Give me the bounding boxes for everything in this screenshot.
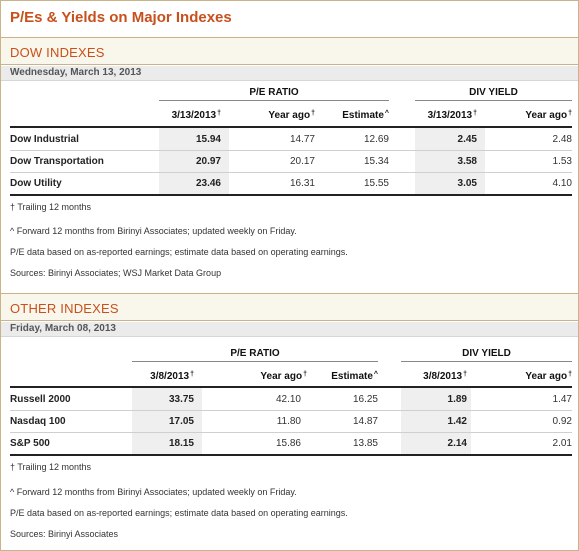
- other-col-div-current: 3/8/2013 †: [423, 370, 467, 382]
- other-section-header: OTHER INDEXES: [1, 293, 578, 321]
- other-date: Friday, March 08, 2013: [10, 323, 116, 334]
- div-yearago: 2.01: [552, 437, 572, 449]
- div-yearago: 1.47: [552, 393, 572, 405]
- row-name: S&P 500: [10, 437, 50, 449]
- dow-col-pe-yearago: Year ago †: [268, 109, 315, 121]
- row-divider: [10, 150, 572, 151]
- pe-estimate: 12.69: [363, 133, 389, 145]
- dow-date: Wednesday, March 13, 2013: [10, 67, 142, 78]
- row-divider: [10, 172, 572, 173]
- dow-footer-rule: [10, 194, 572, 196]
- row-name: Dow Utility: [10, 177, 62, 189]
- row-name: Dow Transportation: [10, 155, 104, 167]
- other-section-title: OTHER INDEXES: [10, 301, 119, 316]
- pe-estimate: 15.55: [363, 177, 389, 189]
- div-yearago: 4.10: [552, 177, 572, 189]
- pe-yearago: 11.80: [276, 415, 301, 427]
- pe-yearago: 15.86: [275, 437, 301, 449]
- pe-current: 33.75: [168, 393, 194, 405]
- dow-col-pe-estimate: Estimate ^: [342, 109, 389, 121]
- dow-div-group-label: DIV YIELD: [415, 87, 572, 101]
- other-note-forward: ^ Forward 12 months from Birinyi Associa…: [10, 487, 297, 497]
- dow-note-earnings: P/E data based on as-reported earnings; …: [10, 247, 348, 257]
- dow-section-title: DOW INDEXES: [10, 45, 105, 60]
- dow-note-forward: ^ Forward 12 months from Birinyi Associa…: [10, 226, 297, 236]
- other-col-div-yearago: Year ago †: [525, 370, 572, 382]
- dow-section-header: DOW INDEXES: [1, 37, 578, 65]
- other-note-sources: Sources: Birinyi Associates: [10, 529, 119, 539]
- pe-current: 17.05: [168, 415, 194, 427]
- row-divider: [10, 432, 572, 433]
- pe-estimate: 13.85: [352, 437, 378, 449]
- div-yearago: 1.53: [552, 155, 572, 167]
- other-pe-current-shade: [132, 388, 202, 454]
- dow-header-rule: [10, 126, 572, 128]
- pe-current: 23.46: [195, 177, 221, 189]
- dow-note-sources: Sources: Birinyi Associates; WSJ Market …: [10, 268, 222, 278]
- pe-current: 15.94: [195, 133, 221, 145]
- row-divider: [10, 410, 572, 411]
- other-col-pe-estimate: Estimate ^: [331, 370, 378, 382]
- div-current: 3.58: [457, 155, 477, 167]
- other-footer-rule: [10, 454, 572, 456]
- other-col-pe-yearago: Year ago †: [260, 370, 307, 382]
- dow-pe-group-label: P/E RATIO: [159, 87, 389, 101]
- dow-pe-current-shade: [159, 128, 229, 194]
- div-current: 2.14: [447, 437, 467, 449]
- row-name: Russell 2000: [10, 393, 71, 405]
- div-yearago: 2.48: [552, 133, 572, 145]
- pe-estimate: 14.87: [352, 415, 378, 427]
- div-yearago: 0.92: [552, 415, 572, 427]
- dow-col-div-yearago: Year ago †: [525, 109, 572, 121]
- row-name: Dow Industrial: [10, 133, 79, 145]
- dow-col-pe-current: 3/13/2013 †: [171, 109, 221, 121]
- div-current: 1.89: [447, 393, 467, 405]
- pe-current: 20.97: [195, 155, 221, 167]
- other-date-bar: Friday, March 08, 2013: [1, 322, 578, 337]
- other-header-rule: [10, 386, 572, 388]
- other-div-group-label: DIV YIELD: [401, 348, 572, 362]
- dow-div-current-shade: [415, 128, 485, 194]
- other-pe-group-label: P/E RATIO: [132, 348, 378, 362]
- pe-estimate: 16.25: [352, 393, 378, 405]
- pe-yearago: 42.10: [275, 393, 301, 405]
- other-note-trailing: † Trailing 12 months: [10, 462, 92, 472]
- dow-date-bar: Wednesday, March 13, 2013: [1, 66, 578, 81]
- other-note-earnings: P/E data based on as-reported earnings; …: [10, 508, 348, 518]
- pe-yearago: 14.77: [289, 133, 315, 145]
- other-col-pe-current: 3/8/2013 †: [150, 370, 194, 382]
- div-current: 1.42: [447, 415, 467, 427]
- div-current: 2.45: [457, 133, 477, 145]
- dow-note-trailing: † Trailing 12 months: [10, 202, 92, 212]
- pe-yearago: 16.31: [289, 177, 315, 189]
- pe-estimate: 15.34: [363, 155, 389, 167]
- pe-current: 18.15: [168, 437, 194, 449]
- page-title: P/Es & Yields on Major Indexes: [10, 9, 232, 26]
- other-div-current-shade: [401, 388, 471, 454]
- pe-yearago: 20.17: [289, 155, 315, 167]
- row-name: Nasdaq 100: [10, 415, 66, 427]
- dow-col-div-current: 3/13/2013 †: [427, 109, 477, 121]
- div-current: 3.05: [457, 177, 477, 189]
